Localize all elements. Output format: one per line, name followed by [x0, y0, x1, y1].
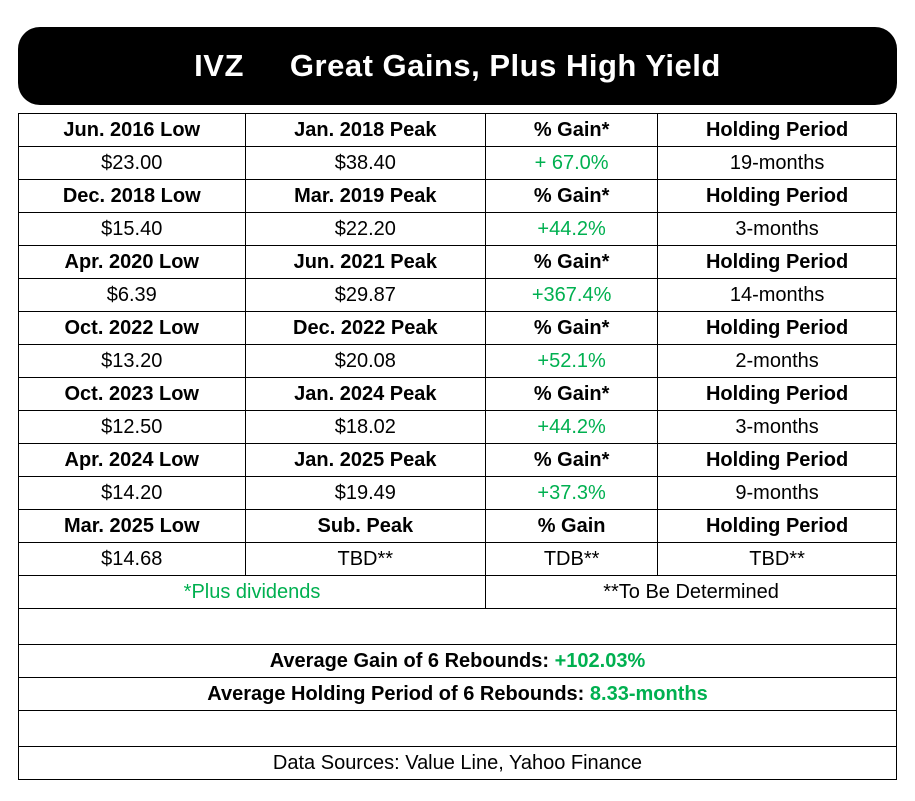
holding-period-header: Holding Period	[657, 245, 897, 279]
peak-price: $18.02	[244, 410, 487, 444]
table-row: $13.20 $20.08 +52.1% 2-months	[18, 344, 897, 378]
peak-price: TBD**	[244, 542, 487, 576]
ticker-symbol: IVZ	[194, 48, 244, 83]
peak-date-header: Sub. Peak	[244, 509, 487, 543]
tbd-footnote: **To Be Determined	[485, 575, 897, 609]
peak-price: $20.08	[244, 344, 487, 378]
dividends-footnote: *Plus dividends	[17, 575, 487, 609]
peak-date-header: Jun. 2021 Peak	[244, 245, 487, 279]
peak-date-header: Jan. 2024 Peak	[244, 377, 487, 411]
table-row: $14.20 $19.49 +37.3% 9-months	[18, 476, 897, 510]
gain-value: TDB**	[485, 542, 659, 576]
holding-period-value: 3-months	[657, 212, 897, 246]
table-row: Apr. 2024 Low Jan. 2025 Peak % Gain* Hol…	[18, 443, 897, 477]
gain-header: % Gain*	[485, 245, 659, 279]
holding-period-header: Holding Period	[657, 443, 897, 477]
peak-date-header: Jan. 2025 Peak	[244, 443, 487, 477]
low-date-header: Oct. 2022 Low	[18, 311, 246, 345]
peak-date-header: Mar. 2019 Peak	[244, 179, 487, 213]
peak-price: $38.40	[244, 146, 487, 180]
gain-value: +37.3%	[485, 476, 659, 510]
gain-header: % Gain*	[485, 113, 659, 147]
table-row: Mar. 2025 Low Sub. Peak % Gain Holding P…	[18, 509, 897, 543]
gain-value: +367.4%	[485, 278, 659, 312]
holding-period-header: Holding Period	[657, 311, 897, 345]
holding-period-value: 3-months	[657, 410, 897, 444]
peak-price: $22.20	[244, 212, 487, 246]
table-row: $23.00 $38.40 + 67.0% 19-months	[18, 146, 897, 180]
holding-period-header: Holding Period	[657, 377, 897, 411]
holding-period-value: TBD**	[657, 542, 897, 576]
average-holding-label: Average Holding Period of 6 Rebounds:	[207, 682, 590, 705]
low-date-header: Mar. 2025 Low	[18, 509, 246, 543]
footnote-row: *Plus dividends **To Be Determined	[17, 575, 897, 609]
title-bar: IVZ Great Gains, Plus High Yield	[18, 27, 897, 105]
low-date-header: Jun. 2016 Low	[18, 113, 246, 147]
table-row: Dec. 2018 Low Mar. 2019 Peak % Gain* Hol…	[18, 179, 897, 213]
low-price: $15.40	[18, 212, 246, 246]
table-row: $6.39 $29.87 +367.4% 14-months	[18, 278, 897, 312]
gain-header: % Gain*	[485, 443, 659, 477]
gain-header: % Gain*	[485, 179, 659, 213]
gain-value: + 67.0%	[485, 146, 659, 180]
low-price: $23.00	[18, 146, 246, 180]
table-row: $12.50 $18.02 +44.2% 3-months	[18, 410, 897, 444]
holding-period-value: 14-months	[657, 278, 897, 312]
table-row: Oct. 2023 Low Jan. 2024 Peak % Gain* Hol…	[18, 377, 897, 411]
spacer-row	[18, 710, 897, 747]
holding-period-header: Holding Period	[657, 509, 897, 543]
low-date-header: Oct. 2023 Low	[18, 377, 246, 411]
gain-header: % Gain*	[485, 311, 659, 345]
peak-price: $19.49	[244, 476, 487, 510]
average-gain-row: Average Gain of 6 Rebounds: +102.03%	[18, 644, 897, 678]
low-price: $6.39	[18, 278, 246, 312]
gain-value: +44.2%	[485, 212, 659, 246]
data-sources-row: Data Sources: Value Line, Yahoo Finance	[18, 746, 897, 780]
low-price: $12.50	[18, 410, 246, 444]
page: IVZ Great Gains, Plus High Yield Jun. 20…	[17, 27, 897, 780]
holding-period-value: 2-months	[657, 344, 897, 378]
average-gain-value: +102.03%	[554, 649, 646, 672]
table-row: Oct. 2022 Low Dec. 2022 Peak % Gain* Hol…	[18, 311, 897, 345]
low-price: $14.20	[18, 476, 246, 510]
gain-value: +44.2%	[485, 410, 659, 444]
empty-cell	[18, 710, 897, 747]
low-date-header: Dec. 2018 Low	[18, 179, 246, 213]
average-holding-value: 8.33-months	[589, 682, 708, 705]
gain-header: % Gain*	[485, 377, 659, 411]
average-gain-cell: Average Gain of 6 Rebounds: +102.03%	[18, 644, 897, 678]
peak-price: $29.87	[244, 278, 487, 312]
table-row: Apr. 2020 Low Jun. 2021 Peak % Gain* Hol…	[18, 245, 897, 279]
low-date-header: Apr. 2024 Low	[18, 443, 246, 477]
holding-period-header: Holding Period	[657, 179, 897, 213]
table-row: $15.40 $22.20 +44.2% 3-months	[18, 212, 897, 246]
holding-period-value: 9-months	[657, 476, 897, 510]
average-holding-cell: Average Holding Period of 6 Rebounds: 8.…	[18, 677, 897, 711]
rebound-table: Jun. 2016 Low Jan. 2018 Peak % Gain* Hol…	[17, 113, 897, 780]
gain-header: % Gain	[485, 509, 659, 543]
data-sources: Data Sources: Value Line, Yahoo Finance	[18, 746, 897, 780]
peak-date-header: Dec. 2022 Peak	[244, 311, 487, 345]
peak-date-header: Jan. 2018 Peak	[244, 113, 487, 147]
holding-period-value: 19-months	[657, 146, 897, 180]
average-holding-row: Average Holding Period of 6 Rebounds: 8.…	[18, 677, 897, 711]
low-price: $14.68	[18, 542, 246, 576]
empty-cell	[18, 608, 897, 645]
average-gain-label: Average Gain of 6 Rebounds:	[269, 649, 555, 672]
page-title: Great Gains, Plus High Yield	[289, 48, 721, 83]
spacer-row	[18, 608, 897, 645]
gain-value: +52.1%	[485, 344, 659, 378]
low-date-header: Apr. 2020 Low	[18, 245, 246, 279]
low-price: $13.20	[18, 344, 246, 378]
table-row: Jun. 2016 Low Jan. 2018 Peak % Gain* Hol…	[18, 113, 897, 147]
holding-period-header: Holding Period	[657, 113, 897, 147]
table-row: $14.68 TBD** TDB** TBD**	[18, 542, 897, 576]
